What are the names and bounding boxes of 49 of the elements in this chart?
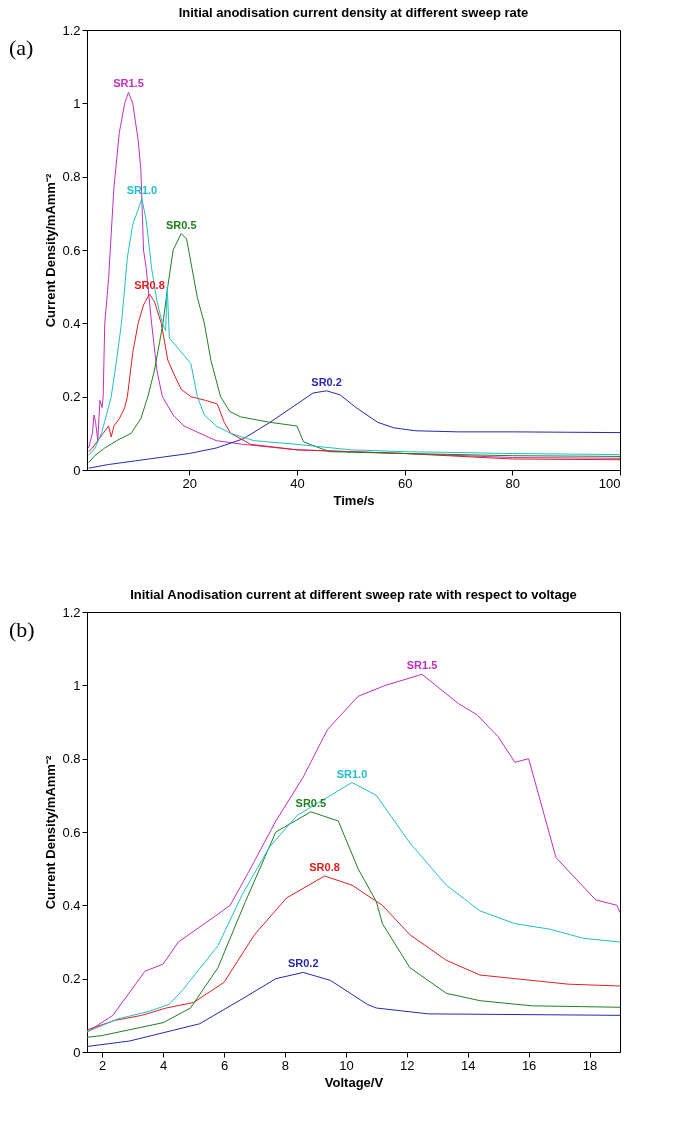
series-label: SR1.0 (336, 767, 368, 780)
x-tick-label: 100 (598, 475, 621, 491)
y-tick-label: 1 (73, 677, 81, 693)
series-label: SR0.8 (309, 861, 340, 873)
y-tick-label: 0.4 (62, 315, 81, 331)
y-tick-label: 0 (73, 462, 81, 478)
line-series (88, 233, 620, 464)
line-series (87, 875, 620, 1031)
y-axis-title: Current Density/mAmm⁻² (43, 173, 59, 328)
series-label: SR0.5 (165, 218, 197, 231)
series-label: SR0.2 (311, 375, 342, 388)
series-label: SR1.5 (406, 659, 438, 672)
y-tick-label: 1 (73, 95, 81, 111)
x-tick-label: 6 (220, 1057, 229, 1073)
text: (a) (9, 35, 34, 60)
x-tick-label: 2 (99, 1057, 107, 1073)
series-label: SR0.2 (287, 957, 319, 970)
chart-title: Initial Anodisation current at different sweep rate with respect to voltage (130, 587, 577, 602)
line-series (87, 971, 620, 1047)
chart-title: Initial anodisation current density at different sweep rate (178, 5, 529, 20)
x-tick-label: 4 (160, 1057, 168, 1073)
x-axis-title: Voltage/V (324, 1074, 384, 1090)
y-tick-label: 0.8 (62, 169, 81, 185)
line-series (88, 293, 620, 461)
y-tick-label: 0.6 (62, 242, 81, 258)
x-tick-label: 40 (290, 475, 305, 491)
x-tick-label: 60 (397, 475, 413, 491)
x-tick-label: 20 (182, 475, 198, 491)
x-tick-label: 10 (339, 1057, 354, 1073)
x-tick-label: 18 (582, 1057, 598, 1073)
series-label: SR1.5 (113, 77, 144, 90)
x-tick-label: 12 (400, 1057, 415, 1073)
x-axis-title: Time/s (333, 492, 375, 508)
text: (b) (9, 617, 35, 642)
x-tick-label: 16 (521, 1057, 537, 1073)
y-tick-label: 1.2 (62, 22, 81, 38)
x-tick-label: 14 (460, 1057, 476, 1073)
y-tick-label: 0.6 (62, 824, 81, 840)
y-tick-label: 0.2 (62, 971, 81, 987)
y-tick-label: 0.2 (62, 389, 81, 405)
y-tick-label: 0 (73, 1044, 81, 1060)
x-tick-label: 80 (505, 475, 521, 491)
x-tick-label: 8 (281, 1057, 290, 1073)
line-series (87, 673, 620, 1033)
y-tick-label: 1.2 (62, 604, 81, 620)
line-series (88, 198, 620, 456)
y-tick-label: 0.4 (62, 897, 81, 913)
y-tick-label: 0.8 (62, 751, 81, 767)
y-axis-title: Current Density/mAmm⁻² (43, 755, 59, 910)
